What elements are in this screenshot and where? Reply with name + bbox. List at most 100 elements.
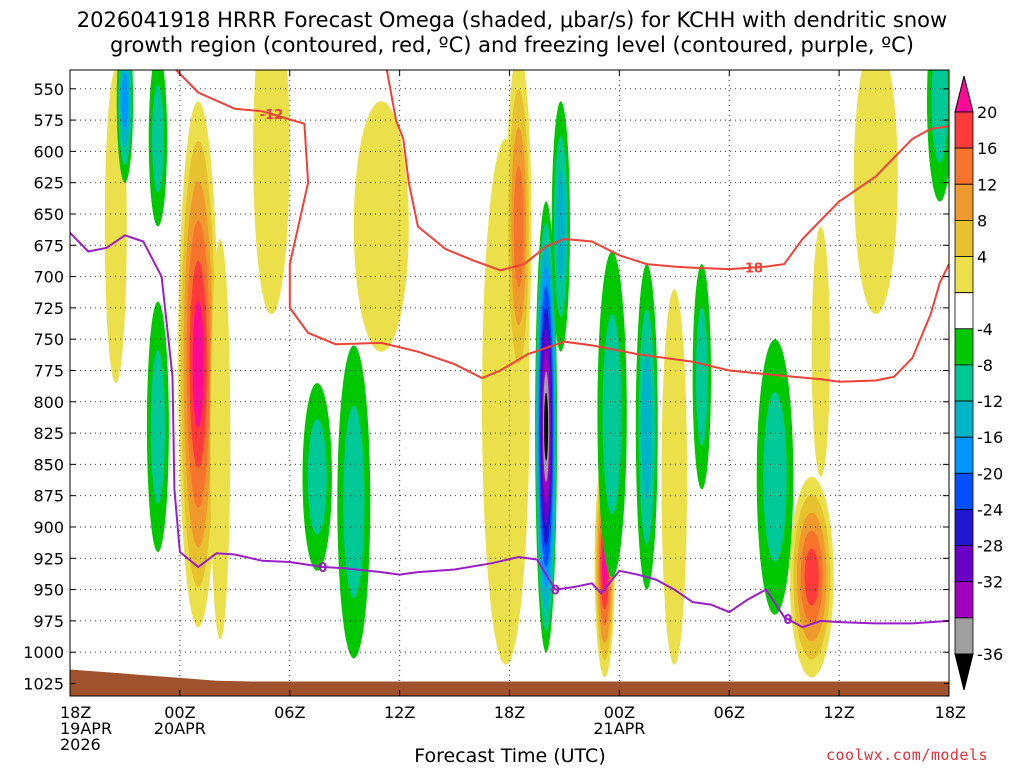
y-tick-label: 750 bbox=[33, 330, 64, 349]
y-tick-label: 800 bbox=[33, 393, 64, 412]
x-tick-label: 2026 bbox=[60, 735, 101, 754]
omega-cell bbox=[661, 289, 688, 665]
omega-band bbox=[253, 70, 290, 315]
colorbar-segment bbox=[954, 545, 974, 583]
y-tick-label: 550 bbox=[33, 80, 64, 99]
omega-band bbox=[121, 73, 129, 130]
y-tick-label: 825 bbox=[33, 424, 64, 443]
colorbar-label: -36 bbox=[977, 645, 1003, 664]
x-tick-label: 00Z bbox=[164, 703, 195, 722]
colorbar-segment bbox=[954, 581, 974, 619]
chart-title-line1: 2026041918 HRRR Forecast Omega (shaded, … bbox=[76, 8, 948, 32]
colorbar-segment bbox=[954, 147, 974, 185]
omega-band bbox=[661, 289, 688, 665]
colorbar-label: 4 bbox=[977, 248, 987, 267]
omega-cell bbox=[146, 301, 169, 552]
y-tick-label: 700 bbox=[33, 268, 64, 287]
y-tick-label: 950 bbox=[33, 581, 64, 600]
omega-cell bbox=[853, 70, 898, 315]
omega-cell bbox=[635, 264, 658, 590]
credit-link[interactable]: coolwx.com/models bbox=[826, 746, 989, 764]
terrain-fill bbox=[70, 669, 949, 696]
colorbar-arrow-bottom bbox=[954, 653, 974, 691]
omega-cell bbox=[551, 101, 570, 352]
terrain bbox=[70, 669, 949, 696]
y-tick-label: 650 bbox=[33, 205, 64, 224]
colorbar-segment bbox=[954, 111, 974, 149]
omega-band bbox=[602, 314, 622, 515]
colorbar-segment bbox=[954, 364, 974, 402]
colorbar-segment bbox=[954, 509, 974, 546]
omega-cell bbox=[337, 345, 371, 659]
omega-cell bbox=[148, 70, 168, 227]
y-tick-label: 725 bbox=[33, 299, 64, 318]
freezing-level-label: 0 bbox=[318, 561, 327, 576]
colorbar-label: 12 bbox=[977, 175, 997, 194]
freezing-level-contour bbox=[70, 232, 949, 629]
colorbar-label: -28 bbox=[977, 537, 1003, 556]
omega-cell bbox=[811, 226, 830, 477]
omega-band bbox=[931, 70, 949, 163]
x-tick-label: 06Z bbox=[714, 703, 745, 722]
omega-band bbox=[556, 170, 566, 283]
y-tick-label: 575 bbox=[33, 111, 64, 130]
omega-band bbox=[353, 101, 409, 352]
omega-band bbox=[811, 226, 830, 477]
y-tick-label: 850 bbox=[33, 455, 64, 474]
colorbar-segment bbox=[954, 436, 974, 474]
x-tick-label: 12Z bbox=[823, 703, 854, 722]
y-tick-label: 975 bbox=[33, 612, 64, 631]
colorbar-label: 8 bbox=[977, 211, 987, 230]
colorbar-segment bbox=[954, 292, 974, 330]
x-tick-label: 12Z bbox=[384, 703, 415, 722]
y-tick-label: 1000 bbox=[23, 643, 64, 662]
chart-title-line2: growth region (contoured, red, ºC) and f… bbox=[110, 33, 914, 57]
colorbar-segment bbox=[954, 472, 974, 510]
y-axis: 550 575 600 625 650 675 700 725 750 775 800 825 850 8… bbox=[23, 80, 949, 693]
colorbar-segment bbox=[954, 256, 974, 293]
omega-band bbox=[192, 300, 204, 428]
colorbar-label: -12 bbox=[977, 392, 1003, 411]
x-tick-label: 20APR bbox=[154, 719, 206, 738]
y-tick-label: 600 bbox=[33, 142, 64, 161]
y-tick-label: 625 bbox=[33, 174, 64, 193]
omega-cell bbox=[302, 383, 332, 571]
y-tick-label: 1025 bbox=[23, 674, 64, 693]
colorbar-label: -4 bbox=[977, 320, 993, 339]
colorbar-segment bbox=[954, 617, 974, 655]
omega-cell bbox=[505, 70, 532, 402]
omega-cell bbox=[597, 251, 627, 578]
y-tick-label: 875 bbox=[33, 487, 64, 506]
omega-cell bbox=[178, 101, 219, 628]
colorbar-label: -24 bbox=[977, 501, 1003, 520]
colorbar-segment bbox=[954, 328, 974, 366]
dgz-contour-label: -12 bbox=[260, 108, 284, 123]
omega-cell bbox=[116, 70, 134, 183]
y-tick-label: 675 bbox=[33, 236, 64, 255]
colorbar-label: -8 bbox=[977, 356, 993, 375]
x-tick-label: 00Z bbox=[604, 703, 635, 722]
y-tick-label: 925 bbox=[33, 549, 64, 568]
omega-band bbox=[343, 405, 365, 599]
dgz-contour-label: -18 bbox=[739, 262, 763, 277]
colorbar-segment bbox=[954, 183, 974, 221]
omega-cell bbox=[353, 101, 409, 352]
y-tick-label: 900 bbox=[33, 518, 64, 537]
colorbar-label: -20 bbox=[977, 464, 1003, 483]
x-tick-label: 19APR bbox=[60, 719, 112, 738]
omega-band bbox=[210, 238, 231, 640]
omega-band bbox=[307, 419, 327, 535]
omega-cell bbox=[927, 70, 949, 202]
x-tick-label: 06Z bbox=[274, 703, 305, 722]
x-axis-label: Forecast Time (UTC) bbox=[414, 745, 606, 767]
dgz-contour bbox=[175, 70, 949, 383]
colorbar-label: -16 bbox=[977, 428, 1003, 447]
omega-band bbox=[695, 307, 708, 447]
omega-cell bbox=[756, 339, 794, 615]
omega-band bbox=[152, 84, 164, 193]
colorbar-label: 16 bbox=[977, 139, 997, 158]
x-tick-label: 18Z bbox=[494, 703, 525, 722]
omega-band bbox=[513, 165, 524, 288]
omega-band bbox=[150, 349, 165, 504]
